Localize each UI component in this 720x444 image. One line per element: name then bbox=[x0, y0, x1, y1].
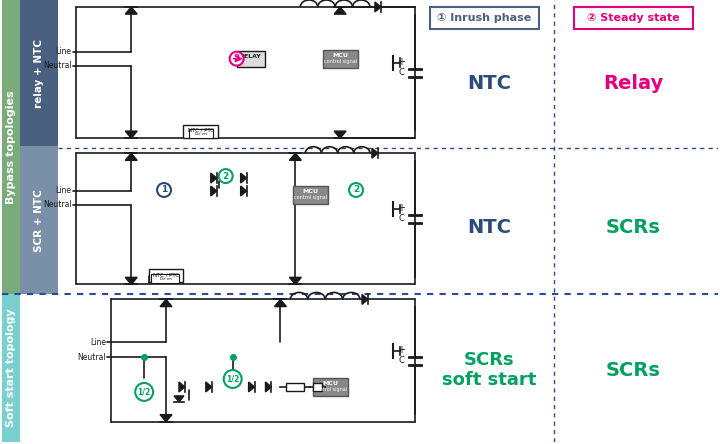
Circle shape bbox=[135, 383, 153, 401]
Text: Line: Line bbox=[55, 186, 71, 195]
Text: Neutral: Neutral bbox=[43, 200, 71, 210]
Polygon shape bbox=[240, 173, 246, 183]
FancyBboxPatch shape bbox=[2, 0, 19, 294]
Text: 2: 2 bbox=[222, 171, 229, 181]
Polygon shape bbox=[334, 7, 346, 14]
Text: C: C bbox=[399, 356, 405, 365]
Circle shape bbox=[230, 52, 243, 66]
Text: control signal: control signal bbox=[314, 388, 347, 392]
Text: C: C bbox=[399, 68, 405, 77]
Text: Bypass topologies: Bypass topologies bbox=[6, 91, 16, 204]
Circle shape bbox=[224, 370, 242, 388]
Text: Relay: Relay bbox=[603, 74, 664, 93]
Text: Line: Line bbox=[55, 47, 71, 56]
Text: NTC / PTC: NTC / PTC bbox=[188, 128, 214, 133]
Polygon shape bbox=[289, 153, 301, 160]
Polygon shape bbox=[240, 186, 246, 196]
Text: SCRs: SCRs bbox=[606, 218, 661, 237]
Polygon shape bbox=[206, 382, 212, 392]
Circle shape bbox=[157, 183, 171, 197]
Text: C: C bbox=[399, 214, 405, 223]
FancyBboxPatch shape bbox=[313, 383, 322, 391]
Text: 2: 2 bbox=[353, 186, 359, 194]
FancyBboxPatch shape bbox=[151, 274, 179, 282]
Text: +: + bbox=[397, 57, 405, 67]
FancyBboxPatch shape bbox=[237, 51, 264, 67]
Circle shape bbox=[219, 169, 233, 183]
Text: +: + bbox=[397, 203, 405, 213]
Text: 1/2: 1/2 bbox=[226, 374, 239, 384]
Polygon shape bbox=[266, 382, 271, 392]
Polygon shape bbox=[372, 148, 378, 158]
Text: MCU: MCU bbox=[332, 53, 348, 58]
FancyBboxPatch shape bbox=[58, 0, 718, 442]
Text: SCRs
soft start: SCRs soft start bbox=[442, 351, 536, 389]
FancyBboxPatch shape bbox=[184, 125, 218, 138]
FancyBboxPatch shape bbox=[189, 129, 213, 138]
Text: control signal: control signal bbox=[294, 195, 327, 200]
Text: De en: De en bbox=[195, 132, 207, 136]
Polygon shape bbox=[125, 153, 138, 160]
Polygon shape bbox=[160, 415, 172, 422]
Polygon shape bbox=[289, 278, 301, 285]
FancyBboxPatch shape bbox=[2, 294, 19, 442]
FancyBboxPatch shape bbox=[293, 186, 328, 204]
FancyBboxPatch shape bbox=[312, 378, 348, 396]
Polygon shape bbox=[160, 299, 172, 306]
FancyBboxPatch shape bbox=[574, 7, 693, 29]
Text: +: + bbox=[397, 345, 405, 355]
Text: relay + NTC: relay + NTC bbox=[34, 39, 44, 108]
Text: NTC / PTC: NTC / PTC bbox=[153, 272, 179, 277]
Text: ① Inrush phase: ① Inrush phase bbox=[437, 13, 531, 23]
Polygon shape bbox=[274, 299, 287, 306]
Text: 2: 2 bbox=[233, 54, 240, 63]
Text: SCRs: SCRs bbox=[606, 361, 661, 380]
Text: Line: Line bbox=[90, 338, 107, 347]
Polygon shape bbox=[248, 382, 255, 392]
Polygon shape bbox=[174, 396, 184, 402]
Text: NTC: NTC bbox=[467, 218, 511, 237]
Polygon shape bbox=[125, 7, 138, 14]
Text: 1/2: 1/2 bbox=[138, 388, 150, 396]
Text: MCU: MCU bbox=[302, 190, 318, 194]
Text: NTC: NTC bbox=[467, 74, 511, 93]
FancyBboxPatch shape bbox=[323, 50, 358, 67]
Text: SCR + NTC: SCR + NTC bbox=[34, 190, 44, 252]
Text: MCU: MCU bbox=[322, 381, 338, 386]
Text: control signal: control signal bbox=[323, 59, 356, 64]
Polygon shape bbox=[375, 2, 381, 12]
FancyBboxPatch shape bbox=[430, 7, 539, 29]
Polygon shape bbox=[362, 294, 368, 305]
Circle shape bbox=[349, 183, 363, 197]
Text: RELAY: RELAY bbox=[240, 54, 261, 59]
Text: 1: 1 bbox=[161, 186, 167, 194]
Polygon shape bbox=[211, 173, 217, 183]
FancyBboxPatch shape bbox=[148, 269, 184, 282]
Text: Neutral: Neutral bbox=[43, 61, 71, 70]
Polygon shape bbox=[179, 382, 185, 392]
Polygon shape bbox=[334, 131, 346, 138]
Polygon shape bbox=[125, 131, 138, 138]
Polygon shape bbox=[125, 278, 138, 285]
Text: Soft start topology: Soft start topology bbox=[6, 309, 16, 428]
Polygon shape bbox=[211, 186, 217, 196]
FancyBboxPatch shape bbox=[19, 146, 58, 294]
Text: De en: De en bbox=[160, 277, 172, 281]
Text: Neutral: Neutral bbox=[78, 353, 107, 361]
FancyBboxPatch shape bbox=[287, 383, 305, 391]
FancyBboxPatch shape bbox=[19, 0, 58, 146]
Text: ② Steady state: ② Steady state bbox=[588, 13, 680, 23]
